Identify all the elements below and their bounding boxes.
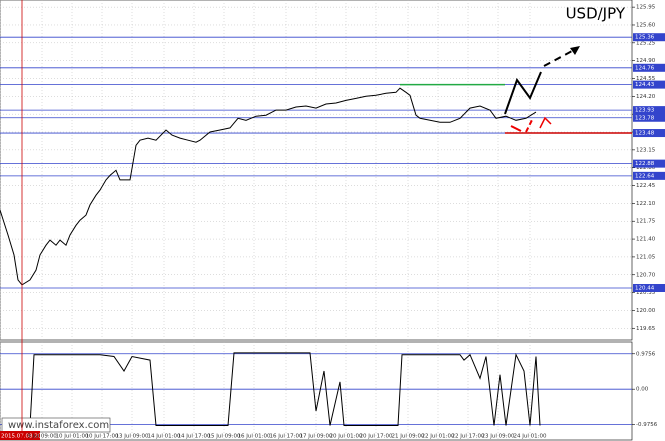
watermark-box [1,417,111,433]
x-tick-label: 14 Jul 01:00 [148,434,181,440]
level-tag [633,33,665,42]
y-tick-label: 122.10 [636,201,656,207]
x-tick-label: 23 Jul 09:00 [482,434,515,440]
x-tick-label: 20 Jul 17:00 [360,434,393,440]
level-tag [633,80,665,89]
plot [0,83,632,426]
x-tick-label: 16 Jul 17:00 [270,434,303,440]
y-tick-label: 124.90 [636,58,656,64]
level-label: 125.36 [635,35,655,41]
arrow-head [570,46,580,55]
y-tick-label: 0.9756 [636,351,656,357]
x-tick-label: 15 Jul 09:00 [208,434,241,440]
y-tick-label: 119.65 [636,326,656,332]
x-tick-label: 2015.07.08 20:00 [1,434,51,440]
forecast-path [504,71,542,115]
level-label: 123.78 [635,115,655,121]
y-tick-label: 122.80 [636,165,656,171]
y-tick-label: 121.40 [636,237,656,243]
x-tick-label: 13 Jul 09:00 [116,434,149,440]
x-tick-label: 10 Jul 01:00 [56,434,89,440]
x-tick-label: 9 Jul 09:00 [27,434,57,440]
y-tick-label: 120.35 [636,290,656,296]
level-label: 120.44 [635,286,655,292]
level-label: 122.64 [635,173,655,179]
y-tick-label: 125.95 [636,5,656,11]
y-tick-label: 120.70 [636,272,656,278]
level-label: 124.76 [635,65,655,71]
forecast-dashed [543,49,575,67]
x-tick-label: 14 Jul 17:00 [178,434,211,440]
main-panel [0,0,633,341]
level-tag [633,63,665,72]
level-label: 123.48 [635,131,655,137]
level-label: 123.93 [635,108,655,114]
x-tick-label: 17 Jul 09:00 [300,434,333,440]
level-label: 122.88 [635,161,655,167]
forecast-arrows [504,46,580,133]
y-tick-label: 123.15 [636,147,656,153]
chart-title: USD/JPY [566,5,626,23]
x-tick-label: 16 Jul 01:00 [238,434,271,440]
y-tick-label: 124.20 [636,94,656,100]
x-tick-label: 10 Jul 17:00 [86,434,119,440]
x-tick-box [0,431,40,440]
y-tick-label: 124.55 [636,76,656,82]
y-tick-label: 121.75 [636,219,656,225]
y-tick-label: 122.45 [636,183,656,189]
price-line [0,87,537,286]
grid [0,0,632,440]
y-tick-label: 125.25 [636,40,656,46]
y-tick-label: -0.9756 [636,422,658,428]
level-tag [633,129,665,138]
y-tick-label: 125.60 [636,22,656,28]
watermark: www.instaforex.com [8,420,109,431]
level-tag [633,113,665,122]
y-tick-label: 0.00 [636,387,649,393]
level-tag [633,284,665,293]
alt-dashed [525,119,533,133]
arrow-head [539,116,552,129]
level-tag [633,171,665,180]
y-tick-label: 120.00 [636,308,656,314]
indicator-line [29,352,541,426]
x-tick-label: 22 Jul 17:00 [452,434,485,440]
level-tag [633,106,665,115]
x-tick-label: 24 Jul 01:00 [514,434,547,440]
y-tick-label: 121.05 [636,254,656,260]
level-label: 124.43 [635,82,655,88]
level-tag [633,159,665,168]
alt-path [510,125,522,132]
x-tick-label: 22 Jul 01:00 [422,434,455,440]
x-tick-label: 20 Jul 01:00 [330,434,363,440]
x-tick-label: 21 Jul 09:00 [392,434,425,440]
